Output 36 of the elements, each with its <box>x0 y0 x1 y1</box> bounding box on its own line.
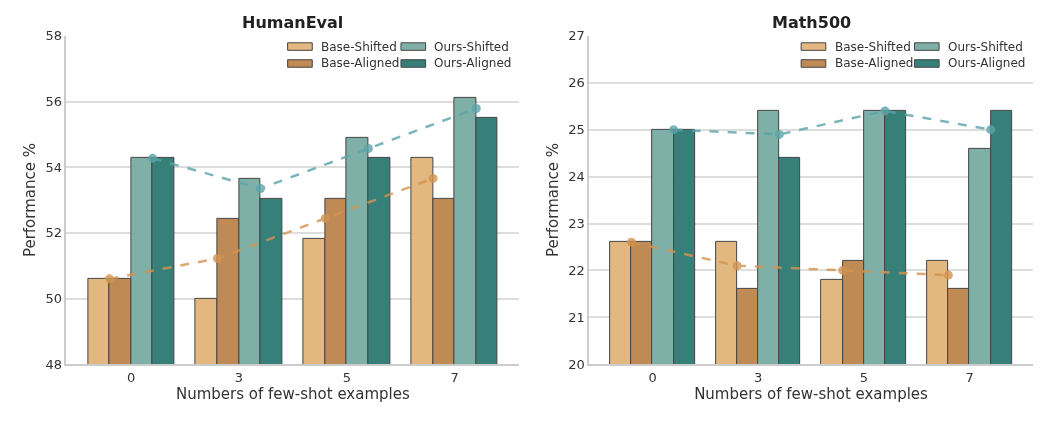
y-axis-title: Performance % <box>21 143 40 258</box>
x-tick-label: 3 <box>754 369 763 385</box>
x-tick-label: 3 <box>234 369 244 385</box>
y-tick-label: 25 <box>568 122 585 138</box>
x-tick-label: 0 <box>126 369 136 385</box>
legend-label: Ours-Shifted <box>434 40 509 54</box>
y-tick-label: 24 <box>568 169 585 185</box>
legend-label: Ours-Shifted <box>948 40 1023 54</box>
x-tick-label: 7 <box>965 369 974 385</box>
y-tick-label: 21 <box>568 309 585 325</box>
x-axis-title: Numbers of few-shot examples <box>176 384 410 403</box>
legend-label: Base-Shifted <box>835 40 911 54</box>
x-axis-title: Numbers of few-shot examples <box>694 384 929 403</box>
y-tick-label: 56 <box>45 94 63 110</box>
y-tick-label: 23 <box>568 216 585 232</box>
legend-label: Ours-Aligned <box>948 56 1026 70</box>
x-tick-label: 7 <box>450 369 459 385</box>
y-tick-label: 22 <box>568 262 585 278</box>
y-tick-label: 26 <box>568 75 585 91</box>
legend-label: Ours-Aligned <box>434 56 512 70</box>
chart-title: HumanEval <box>242 13 344 32</box>
y-tick-label: 52 <box>45 225 63 241</box>
y-axis-title: Performance % <box>543 143 562 258</box>
y-tick-label: 27 <box>568 28 585 44</box>
y-tick-label: 20 <box>568 356 585 372</box>
y-tick-label: 50 <box>45 291 63 307</box>
chart-title: Math500 <box>772 13 852 32</box>
y-tick-label: 58 <box>45 28 63 44</box>
legend-label: Base-Aligned <box>321 56 400 70</box>
y-tick-label: 54 <box>45 159 63 175</box>
x-tick-label: 5 <box>342 369 351 385</box>
legend-label: Base-Aligned <box>835 56 914 70</box>
y-tick-label: 48 <box>45 356 63 372</box>
x-tick-label: 5 <box>859 369 869 385</box>
legend-label: Base-Shifted <box>321 40 397 54</box>
x-tick-label: 0 <box>648 369 657 385</box>
